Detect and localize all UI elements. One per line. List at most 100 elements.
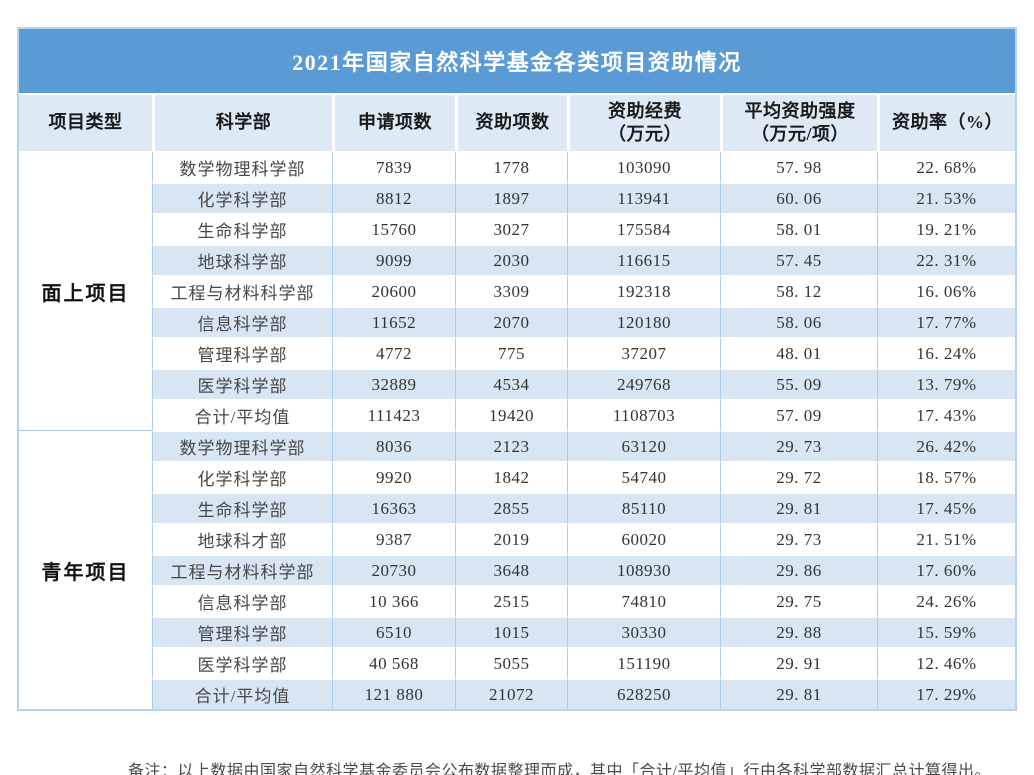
funding-amount-cell: 151190: [567, 647, 720, 678]
funded-count-cell: 1897: [455, 182, 567, 213]
table-row: 生命科学部 16363 2855 85110 29. 81 17. 45%: [19, 492, 1016, 523]
dept-cell: 工程与材料科学部: [152, 275, 332, 306]
funded-count-cell: 2030: [455, 244, 567, 275]
funded-count-cell: 5055: [455, 647, 567, 678]
applications-cell: 11652: [332, 306, 455, 337]
col-header-department: 科学部: [152, 93, 332, 151]
applications-cell: 20730: [332, 554, 455, 585]
funding-amount-cell: 113941: [567, 182, 720, 213]
dept-cell: 地球科才部: [152, 523, 332, 554]
col-header-avg-intensity: 平均资助强度 （万元/项）: [720, 93, 877, 151]
applications-cell: 111423: [332, 399, 455, 430]
funded-count-cell: 19420: [455, 399, 567, 430]
dept-cell: 医学科学部: [152, 647, 332, 678]
funding-rate-cell: 16. 06%: [877, 275, 1016, 306]
funding-table-wrapper: 2021年国家自然科学基金各类项目资助情况 项目类型 科学部 申请项数 资助项数…: [17, 27, 1017, 711]
table-row: 信息科学部 10 366 2515 74810 29. 75 24. 26%: [19, 585, 1016, 616]
funding-amount-cell: 60020: [567, 523, 720, 554]
funding-rate-cell: 24. 26%: [877, 585, 1016, 616]
dept-cell: 数学物理科学部: [152, 430, 332, 461]
avg-intensity-cell: 29. 75: [720, 585, 877, 616]
applications-cell: 7839: [332, 151, 455, 182]
applications-cell: 15760: [332, 213, 455, 244]
funded-count-cell: 1778: [455, 151, 567, 182]
funding-amount-cell: 30330: [567, 616, 720, 647]
avg-intensity-cell: 57. 09: [720, 399, 877, 430]
funding-rate-cell: 17. 29%: [877, 678, 1016, 709]
dept-cell: 信息科学部: [152, 585, 332, 616]
funding-rate-cell: 17. 45%: [877, 492, 1016, 523]
table-row: 化学科学部 8812 1897 113941 60. 06 21. 53%: [19, 182, 1016, 213]
table-head: 2021年国家自然科学基金各类项目资助情况 项目类型 科学部 申请项数 资助项数…: [19, 29, 1016, 151]
col-header-funded-count: 资助项数: [455, 93, 567, 151]
avg-intensity-cell: 48. 01: [720, 337, 877, 368]
funded-count-cell: 3309: [455, 275, 567, 306]
dept-cell: 管理科学部: [152, 337, 332, 368]
applications-cell: 4772: [332, 337, 455, 368]
dept-cell: 医学科学部: [152, 368, 332, 399]
funded-count-cell: 3027: [455, 213, 567, 244]
applications-cell: 9099: [332, 244, 455, 275]
table-row: 青年项目 数学物理科学部 8036 2123 63120 29. 73 26. …: [19, 430, 1016, 709]
funding-rate-cell: 22. 31%: [877, 244, 1016, 275]
funding-amount-cell: 54740: [567, 461, 720, 492]
funding-amount-cell: 249768: [567, 368, 720, 399]
avg-intensity-cell: 29. 73: [720, 523, 877, 554]
funded-count-cell: 2123: [455, 430, 567, 461]
funding-rate-cell: 21. 53%: [877, 182, 1016, 213]
dept-cell: 工程与材料科学部: [152, 554, 332, 585]
avg-intensity-cell: 58. 01: [720, 213, 877, 244]
col-header-project-type: 项目类型: [19, 93, 152, 151]
funded-count-cell: 1015: [455, 616, 567, 647]
dept-cell: 化学科学部: [152, 182, 332, 213]
avg-intensity-cell: 60. 06: [720, 182, 877, 213]
avg-intensity-cell: 29. 73: [720, 430, 877, 461]
funding-amount-cell: 120180: [567, 306, 720, 337]
section-young-program: 青年项目 数学物理科学部 8036 2123 63120 29. 73 26. …: [19, 430, 1016, 709]
funding-amount-cell: 37207: [567, 337, 720, 368]
funding-table: 2021年国家自然科学基金各类项目资助情况 项目类型 科学部 申请项数 资助项数…: [19, 29, 1016, 709]
funded-count-cell: 4534: [455, 368, 567, 399]
col-header-funding-rate: 资助率（%）: [877, 93, 1016, 151]
table-row: 地球科才部 9387 2019 60020 29. 73 21. 51%: [19, 523, 1016, 554]
dept-cell: 信息科学部: [152, 306, 332, 337]
table-row-total: 合计/平均值 111423 19420 1108703 57. 09 17. 4…: [19, 399, 1016, 430]
table-row: 化学科学部 9920 1842 54740 29. 72 18. 57%: [19, 461, 1016, 492]
table-row: 医学科学部 40 568 5055 151190 29. 91 12. 46%: [19, 647, 1016, 678]
applications-cell: 10 366: [332, 585, 455, 616]
funded-count-cell: 2515: [455, 585, 567, 616]
funding-amount-cell: 108930: [567, 554, 720, 585]
dept-cell: 地球科学部: [152, 244, 332, 275]
funded-count-cell: 21072: [455, 678, 567, 709]
table-row: 管理科学部 4772 775 37207 48. 01 16. 24%: [19, 337, 1016, 368]
funding-rate-cell: 17. 60%: [877, 554, 1016, 585]
funding-rate-cell: 15. 59%: [877, 616, 1016, 647]
funding-rate-cell: 19. 21%: [877, 213, 1016, 244]
total-label-cell: 合计/平均值: [152, 678, 332, 709]
avg-intensity-cell: 29. 81: [720, 678, 877, 709]
applications-cell: 121 880: [332, 678, 455, 709]
footnote-clipped: 备注：以上数据由国家自然科学基金委员会公布数据整理而成，其中「合计/平均值」行由…: [128, 763, 991, 775]
funding-rate-cell: 22. 68%: [877, 151, 1016, 182]
avg-intensity-cell: 58. 12: [720, 275, 877, 306]
avg-intensity-cell: 29. 81: [720, 492, 877, 523]
applications-cell: 32889: [332, 368, 455, 399]
funding-amount-cell: 1108703: [567, 399, 720, 430]
category-cell-young-program: 青年项目: [19, 430, 152, 709]
section-general-program: 面上项目 数学物理科学部 7839 1778 103090 57. 98 22.…: [19, 151, 1016, 430]
funding-rate-cell: 17. 77%: [877, 306, 1016, 337]
funded-count-cell: 775: [455, 337, 567, 368]
applications-cell: 8812: [332, 182, 455, 213]
funding-amount-cell: 85110: [567, 492, 720, 523]
applications-cell: 9920: [332, 461, 455, 492]
funded-count-cell: 2070: [455, 306, 567, 337]
table-row: 管理科学部 6510 1015 30330 29. 88 15. 59%: [19, 616, 1016, 647]
avg-intensity-cell: 58. 06: [720, 306, 877, 337]
table-row: 工程与材料科学部 20730 3648 108930 29. 86 17. 60…: [19, 554, 1016, 585]
dept-cell: 生命科学部: [152, 213, 332, 244]
header-row: 项目类型 科学部 申请项数 资助项数 资助经费 （万元） 平均资助强度 （万元/…: [19, 93, 1016, 151]
funding-amount-cell: 175584: [567, 213, 720, 244]
total-label-cell: 合计/平均值: [152, 399, 332, 430]
table-row: 生命科学部 15760 3027 175584 58. 01 19. 21%: [19, 213, 1016, 244]
